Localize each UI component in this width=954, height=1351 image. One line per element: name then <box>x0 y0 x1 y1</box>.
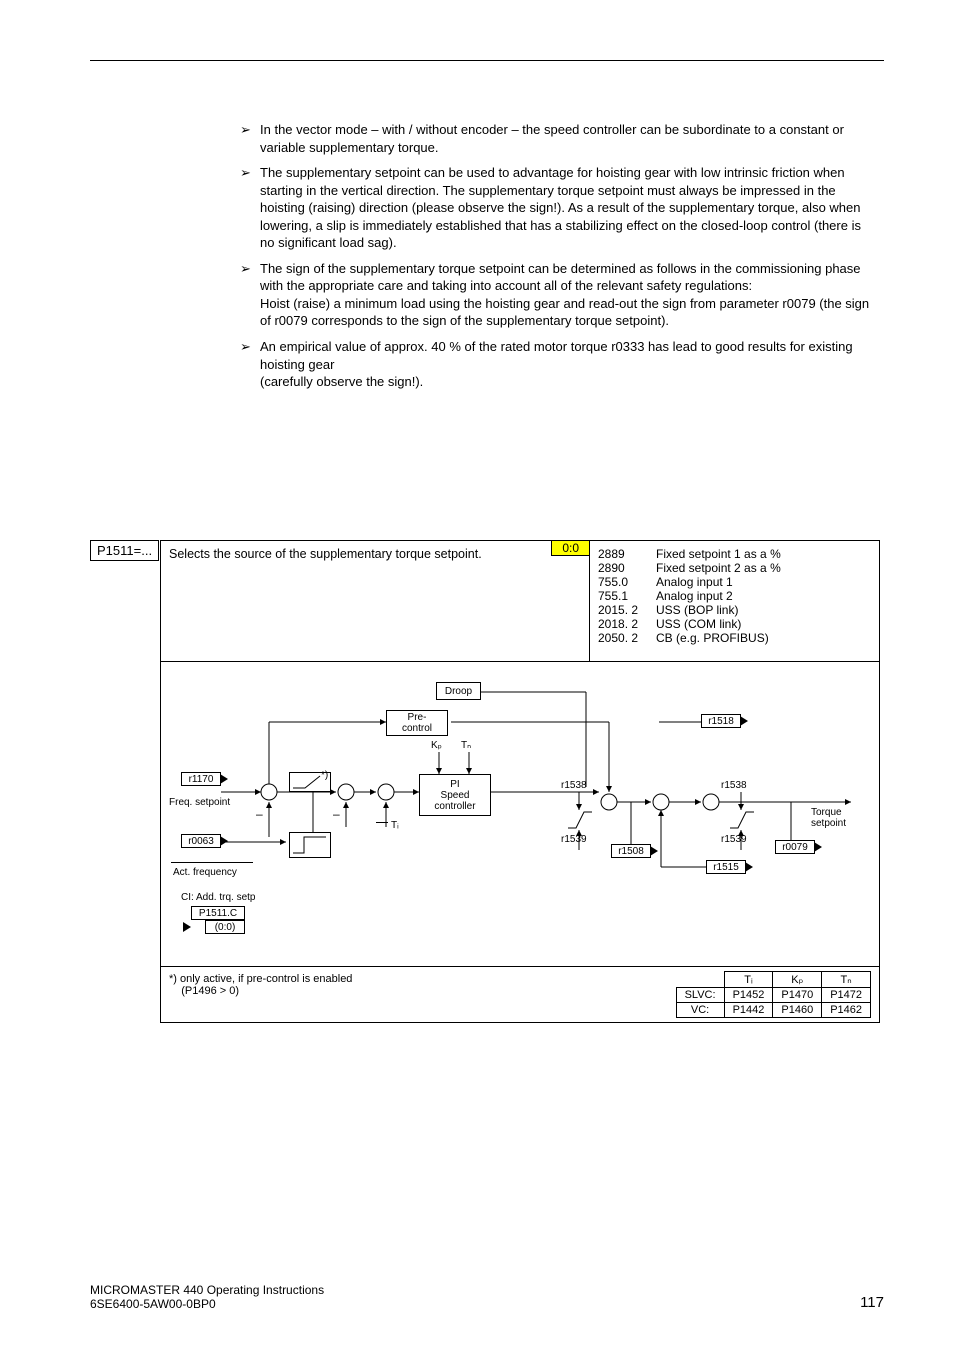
arrow-icon <box>183 922 191 932</box>
th: Kₚ <box>773 972 822 988</box>
minus-label: – <box>333 807 340 821</box>
info-left: 0:0 Selects the source of the supplement… <box>161 541 589 661</box>
mini-table: Tᵢ Kₚ Tₙ SLVC: P1452 P1470 P1472 VC: P14… <box>676 971 871 1018</box>
ti-label: Tᵢ <box>391 820 399 831</box>
bullet-item: ➢ In the vector mode – with / without en… <box>240 121 874 156</box>
footer-line1: MICROMASTER 440 Operating Instructions <box>90 1283 324 1297</box>
bullet-glyph: ➢ <box>240 260 260 330</box>
th: Tₙ <box>822 972 871 988</box>
limiter-icon <box>566 810 594 830</box>
info-top: 0:0 Selects the source of the supplement… <box>161 541 879 661</box>
torque-setpoint-label: Torque setpoint <box>811 807 846 829</box>
r1538-label: r1538 <box>561 780 587 791</box>
arrow-icon <box>745 862 753 872</box>
kv-row: 2889Fixed setpoint 1 as a % <box>598 547 873 561</box>
tick <box>376 822 388 823</box>
info-right: 2889Fixed setpoint 1 as a % 2890Fixed se… <box>589 541 879 661</box>
kv-row: 2890Fixed setpoint 2 as a % <box>598 561 873 575</box>
arrow-icon <box>740 716 748 726</box>
bullet-text: The supplementary setpoint can be used t… <box>260 164 874 252</box>
act-freq-label: Act. frequency <box>173 867 237 878</box>
r1539b-label: r1539 <box>721 834 747 845</box>
th: Tᵢ <box>724 972 773 988</box>
r1508-tag: r1508 <box>611 844 651 858</box>
arrow-icon <box>814 842 822 852</box>
table-row: SLVC: P1452 P1470 P1472 <box>676 988 870 1003</box>
arrow-icon <box>220 774 228 784</box>
footnotes: *) only active, if pre-control is enable… <box>161 966 879 1022</box>
kv-row: 2050. 2CB (e.g. PROFIBUS) <box>598 631 873 645</box>
bullet-item: ➢ The sign of the supplementary torque s… <box>240 260 874 330</box>
r1539-label: r1539 <box>561 834 587 845</box>
bullet-text: In the vector mode – with / without enco… <box>260 121 874 156</box>
footer-line2: 6SE6400-5AW00-0BP0 <box>90 1297 324 1311</box>
kv-row: 755.0Analog input 1 <box>598 575 873 589</box>
bullet-glyph: ➢ <box>240 338 260 391</box>
info-left-text: Selects the source of the supplementary … <box>169 547 499 561</box>
zero-tag: (0:0) <box>205 920 245 934</box>
bullet-text: An empirical value of approx. 40 % of th… <box>260 338 874 391</box>
kv-row: 755.1Analog input 2 <box>598 589 873 603</box>
bullet-item: ➢ An empirical value of approx. 40 % of … <box>240 338 874 391</box>
divider <box>171 862 253 863</box>
info-box: 0:0 Selects the source of the supplement… <box>160 540 880 1023</box>
kv-row: 2015. 2USS (BOP link) <box>598 603 873 617</box>
integrator-block <box>289 832 331 858</box>
r0063-tag: r0063 <box>181 834 221 848</box>
limiter-icon <box>728 810 756 830</box>
minus-label: – <box>256 807 263 821</box>
bullet-glyph: ➢ <box>240 121 260 156</box>
r1538b-label: r1538 <box>721 780 747 791</box>
page-number: 117 <box>860 1294 884 1311</box>
r1170-tag: r1170 <box>181 772 221 786</box>
droop-block: Droop <box>436 682 481 700</box>
param-label: P1511=... <box>90 540 159 561</box>
kp-label: Kₚ <box>431 740 442 751</box>
r1518-tag: r1518 <box>701 714 741 728</box>
diagram-wires <box>161 662 879 967</box>
yellow-tag: 0:0 <box>551 540 590 556</box>
footer: MICROMASTER 440 Operating Instructions 6… <box>90 1283 324 1311</box>
r0079-tag: r0079 <box>775 840 815 854</box>
table-row: VC: P1442 P1460 P1462 <box>676 1003 870 1018</box>
arrow-icon <box>220 836 228 846</box>
bullet-item: ➢ The supplementary setpoint can be used… <box>240 164 874 252</box>
bullet-text: The sign of the supplementary torque set… <box>260 260 874 330</box>
bullet-list: ➢ In the vector mode – with / without en… <box>240 121 874 391</box>
precontrol-block: Pre- control <box>386 710 448 736</box>
kv-row: 2018. 2USS (COM link) <box>598 617 873 631</box>
freq-setpoint-label: Freq. setpoint <box>169 797 230 808</box>
tn-label: Tₙ <box>461 740 471 751</box>
r1515-tag: r1515 <box>706 860 746 874</box>
ci-add-label: CI: Add. trq. setp <box>181 892 255 903</box>
diagram: Droop Pre- control Kₚ Tₙ PI Speed contro… <box>161 661 879 966</box>
p1511c-tag: P1511.C <box>191 906 245 920</box>
arrow-icon <box>650 846 658 856</box>
bullet-glyph: ➢ <box>240 164 260 252</box>
top-rule <box>90 60 884 61</box>
star-label: *) <box>321 770 328 781</box>
pi-block: PI Speed controller <box>419 774 491 816</box>
